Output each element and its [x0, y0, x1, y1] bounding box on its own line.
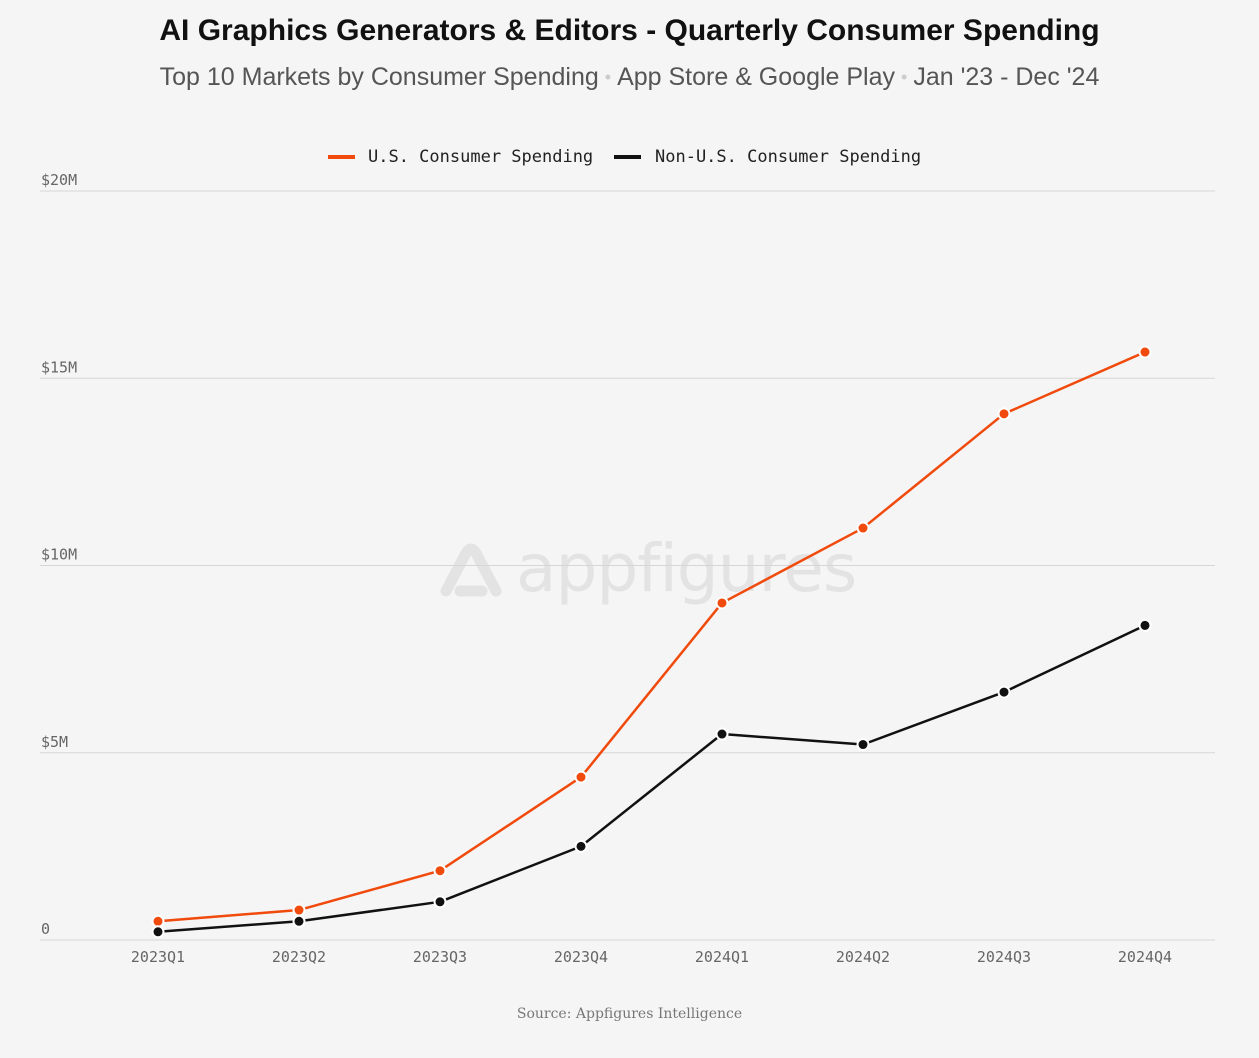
data-point-s1-2[interactable]	[433, 895, 447, 909]
data-point-s1-5[interactable]	[856, 738, 870, 752]
data-point-s1-7[interactable]	[1138, 618, 1152, 632]
series-line-1	[157, 624, 1146, 934]
data-point-s0-3[interactable]	[574, 770, 588, 784]
subtitle-date-range: Jan '23 - Dec '24	[913, 63, 1100, 91]
subtitle-separator-2: •	[901, 67, 908, 87]
series-layer	[151, 345, 1152, 939]
y-tick-label-2: $10M	[41, 546, 77, 564]
data-point-s1-0[interactable]	[151, 925, 165, 939]
x-tick-label-2: 2023Q3	[413, 948, 467, 966]
x-tick-label-3: 2023Q4	[554, 948, 608, 966]
data-point-s1-1[interactable]	[292, 914, 306, 928]
series-line-0	[157, 350, 1146, 923]
x-axis-ticks: 2023Q1 2023Q2 2023Q3 2023Q4 2024Q1 2024Q2 2024…	[131, 948, 1172, 966]
data-point-s0-4[interactable]	[715, 596, 729, 610]
x-tick-label-0: 2023Q1	[131, 948, 185, 966]
chart-title: AI Graphics Generators & Editors - Quart…	[159, 14, 1100, 47]
data-point-s0-5[interactable]	[856, 521, 870, 535]
y-tick-label-3: $15M	[41, 358, 77, 376]
subtitle-separator-1: •	[604, 67, 612, 87]
legend-label-0[interactable]: U.S. Consumer Spending	[368, 147, 593, 167]
source-note: Source: Appfigures Intelligence	[516, 1006, 743, 1022]
y-tick-label-1: $5M	[41, 733, 68, 751]
y-axis-ticks: 0 $5M $10M $15M $20M	[41, 171, 77, 938]
data-point-s0-7[interactable]	[1138, 345, 1152, 359]
legend-label-1[interactable]: Non-U.S. Consumer Spending	[655, 147, 921, 167]
watermark: appfigures	[440, 530, 857, 607]
subtitle-stores: App Store & Google Play	[617, 63, 896, 91]
data-point-s0-6[interactable]	[997, 407, 1011, 421]
data-point-s1-6[interactable]	[997, 685, 1011, 699]
y-tick-label-0: 0	[41, 920, 50, 938]
chart-subtitle: Top 10 Markets by Consumer Spending • App …	[0, 63, 1259, 92]
y-tick-label-4: $20M	[41, 171, 77, 189]
x-tick-label-1: 2023Q2	[272, 948, 326, 966]
data-point-s1-4[interactable]	[715, 727, 729, 741]
subtitle-markets: Top 10 Markets by Consumer Spending	[159, 63, 599, 91]
appfigures-logo-icon	[440, 543, 502, 596]
x-tick-label-4: 2024Q1	[695, 948, 749, 966]
grid-layer	[40, 190, 1215, 941]
data-point-s1-3[interactable]	[574, 839, 588, 853]
x-tick-label-7: 2024Q4	[1118, 948, 1172, 966]
data-point-s0-0[interactable]	[151, 914, 165, 928]
x-tick-label-5: 2024Q2	[836, 948, 890, 966]
x-tick-label-6: 2024Q3	[977, 948, 1031, 966]
watermark-text: appfigures	[516, 530, 857, 607]
data-point-s0-2[interactable]	[433, 864, 447, 878]
legend[interactable]: U.S. Consumer Spending Non-U.S. Consumer …	[328, 147, 921, 167]
data-point-s0-1[interactable]	[292, 903, 306, 917]
